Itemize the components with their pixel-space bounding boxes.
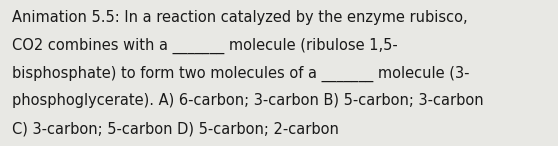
Text: CO2 combines with a _______ molecule (ribulose 1,5-: CO2 combines with a _______ molecule (ri… (12, 38, 398, 54)
Text: phosphoglycerate). A) 6-carbon; 3-carbon B) 5-carbon; 3-carbon: phosphoglycerate). A) 6-carbon; 3-carbon… (12, 93, 484, 108)
Text: Animation 5.5: In a reaction catalyzed by the enzyme rubisco,: Animation 5.5: In a reaction catalyzed b… (12, 10, 468, 25)
Text: bisphosphate) to form two molecules of a _______ molecule (3-: bisphosphate) to form two molecules of a… (12, 66, 470, 82)
Text: C) 3-carbon; 5-carbon D) 5-carbon; 2-carbon: C) 3-carbon; 5-carbon D) 5-carbon; 2-car… (12, 121, 339, 136)
